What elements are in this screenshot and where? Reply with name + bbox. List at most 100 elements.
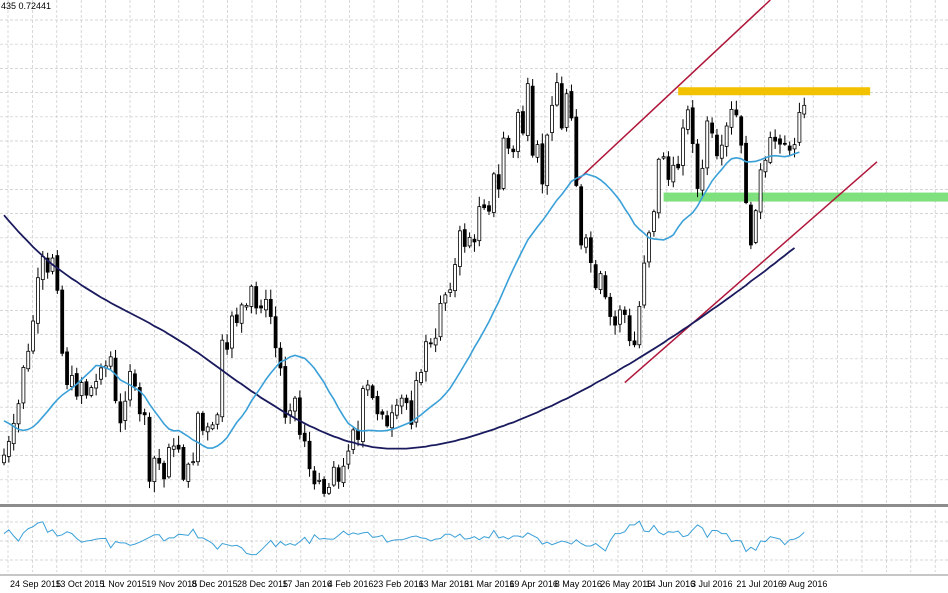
x-tick-label: 13 Mar 2016 [419,579,470,589]
candle-body [753,210,758,243]
candle-body [749,204,753,246]
candle-body [521,111,525,134]
candle-body [31,320,36,352]
candle-body [94,381,99,389]
candle-body [448,289,453,293]
candle-body [424,341,428,372]
x-tick-label: 28 Dec 2015 [237,579,288,589]
candle-body [191,461,196,464]
candle-body [16,403,21,425]
candle-body [778,138,782,145]
x-tick-label: 8 Dec 2015 [192,579,238,589]
candle-body [433,337,438,346]
candle-body [467,236,472,247]
candle-body [404,397,409,404]
candle-body [215,414,220,425]
x-tick-label: 24 Sep 2015 [10,579,61,589]
candle-body [297,397,302,435]
candle-body [123,400,128,421]
x-tick-label: 19 Nov 2015 [146,579,197,589]
candle-body [457,230,462,267]
candle-body [196,412,200,463]
candle-body [715,134,719,157]
candle-body [108,356,113,367]
candle-body [147,416,152,482]
x-tick-label: 17 Jan 2016 [282,579,332,589]
candle-body [671,164,676,183]
candle-body [656,158,661,214]
candle-body [346,450,351,465]
candle-body [341,465,346,484]
x-tick-label: 3 Jul 2016 [691,579,733,589]
candles [2,72,807,497]
candle-body [385,415,390,427]
candle-body [220,339,225,418]
candle-body [351,429,356,450]
panel-separator-bar [0,504,948,507]
candle-body [234,314,239,323]
candle-body [390,412,394,429]
candle-body [545,134,550,187]
candle-body [569,91,574,119]
candle-body [559,83,564,129]
moving-averages [3,151,800,450]
candle-body [230,315,234,349]
zones [663,87,948,202]
channel-upper-line [575,0,771,182]
candle-body [307,440,312,470]
candle-body [176,444,181,450]
candle-body [200,412,205,431]
candle-body [491,173,496,213]
candle-body [642,262,647,306]
candle-body [331,466,336,486]
candle-body [758,169,763,213]
candle-body [118,401,123,424]
candle-body [70,375,74,388]
candle-body [550,104,554,133]
candle-body [79,382,84,397]
candle-body [60,289,65,354]
candle-body [477,206,482,242]
candle-body [695,143,700,189]
candle-body [593,264,598,289]
candle-body [681,127,685,166]
candle-body [792,144,797,150]
candle-body [181,447,186,480]
candle-body [6,441,11,457]
candle-body [210,424,215,430]
candle-body [171,445,176,450]
candle-body [327,486,331,494]
candle-body [40,256,45,281]
candle-body [530,85,535,156]
candle-body [113,357,118,402]
candle-body [666,156,671,180]
sma-slow-line [3,214,796,450]
candle-body [157,457,162,464]
candle-body [482,204,487,209]
candle-body [462,229,467,247]
candle-body [419,372,424,384]
candle-body [690,107,695,145]
candle-body [254,286,259,309]
x-tick-label: 1 Nov 2015 [101,579,147,589]
candle-body [584,237,588,248]
candle-body [739,116,744,146]
resistance-zone [678,87,871,96]
oscillator-panel [3,520,805,556]
x-tick-label: 8 May 2016 [555,579,602,589]
x-tick-label: 26 May 2016 [600,579,652,589]
candle-body [661,156,666,159]
candle-body [613,316,617,326]
x-tick-label: 21 Jul 2016 [736,579,783,589]
candle-body [186,463,191,482]
candle-body [676,163,681,169]
x-tick-label: 13 Oct 2015 [55,579,104,589]
candle-body [142,412,147,416]
candle-body [137,387,142,415]
support-zone [663,192,948,202]
trend-channel [575,0,878,384]
candle-body [637,306,642,346]
candle-body [244,305,249,308]
